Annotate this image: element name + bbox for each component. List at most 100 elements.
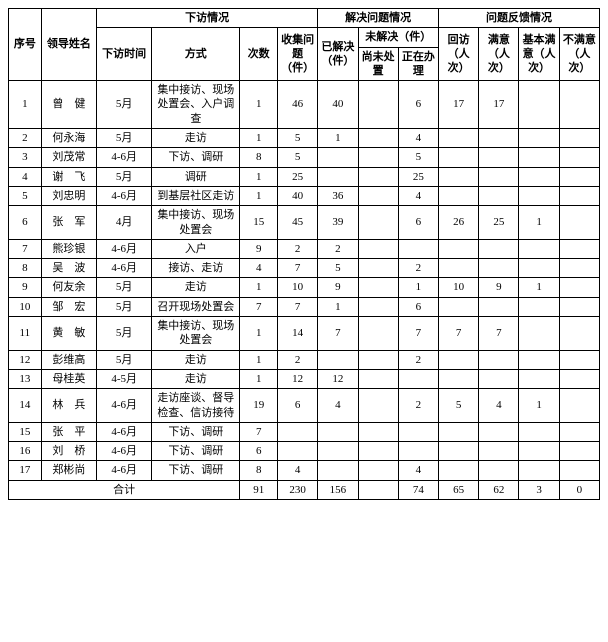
cell-idx: 12 bbox=[9, 350, 42, 369]
table-row: 17郑彬尚4-6月下访、调研844 bbox=[9, 461, 600, 480]
cell-basic bbox=[519, 239, 559, 258]
table-row: 2何永海5月走访1514 bbox=[9, 129, 600, 148]
total-pending bbox=[358, 480, 398, 499]
cell-count: 1 bbox=[240, 317, 278, 351]
cell-method: 走访座谈、督导检查、信访接待 bbox=[152, 389, 240, 423]
header-visit-method: 方式 bbox=[152, 28, 240, 81]
cell-idx: 1 bbox=[9, 81, 42, 129]
cell-count: 9 bbox=[240, 239, 278, 258]
cell-resolved: 1 bbox=[318, 297, 358, 316]
cell-ret bbox=[438, 186, 478, 205]
cell-name: 张 平 bbox=[41, 422, 96, 441]
cell-name: 刘忠明 bbox=[41, 186, 96, 205]
table-row: 5刘忠明4-6月到基层社区走访140364 bbox=[9, 186, 600, 205]
cell-collect: 46 bbox=[278, 81, 318, 129]
cell-processing: 2 bbox=[398, 259, 438, 278]
cell-basic bbox=[519, 167, 559, 186]
cell-unsat bbox=[559, 239, 599, 258]
cell-collect: 2 bbox=[278, 239, 318, 258]
cell-method: 下访、调研 bbox=[152, 422, 240, 441]
cell-sat: 4 bbox=[479, 389, 519, 423]
cell-resolved bbox=[318, 167, 358, 186]
table-row: 4谢 飞5月调研12525 bbox=[9, 167, 600, 186]
cell-time: 4-6月 bbox=[97, 148, 152, 167]
cell-method: 下访、调研 bbox=[152, 442, 240, 461]
cell-time: 5月 bbox=[97, 129, 152, 148]
table-row: 12彭维高5月走访122 bbox=[9, 350, 600, 369]
cell-idx: 10 bbox=[9, 297, 42, 316]
cell-count: 1 bbox=[240, 278, 278, 297]
cell-ret bbox=[438, 297, 478, 316]
cell-collect: 7 bbox=[278, 259, 318, 278]
cell-processing: 2 bbox=[398, 350, 438, 369]
cell-ret bbox=[438, 461, 478, 480]
cell-collect: 2 bbox=[278, 350, 318, 369]
cell-basic bbox=[519, 129, 559, 148]
cell-sat: 17 bbox=[479, 81, 519, 129]
cell-method: 走访 bbox=[152, 129, 240, 148]
cell-unsat bbox=[559, 442, 599, 461]
table-row: 8吴 波4-6月接访、走访4752 bbox=[9, 259, 600, 278]
cell-name: 何友余 bbox=[41, 278, 96, 297]
cell-pending bbox=[358, 148, 398, 167]
cell-count: 15 bbox=[240, 206, 278, 240]
cell-processing bbox=[398, 442, 438, 461]
cell-processing: 7 bbox=[398, 317, 438, 351]
cell-pending bbox=[358, 167, 398, 186]
cell-processing: 4 bbox=[398, 129, 438, 148]
cell-name: 曾 健 bbox=[41, 81, 96, 129]
cell-pending bbox=[358, 461, 398, 480]
cell-collect: 45 bbox=[278, 206, 318, 240]
cell-time: 4-6月 bbox=[97, 259, 152, 278]
header-unresolved-group: 未解决（件） bbox=[358, 28, 438, 47]
header-unresolved-processing: 正在办理 bbox=[398, 47, 438, 81]
cell-collect bbox=[278, 442, 318, 461]
cell-processing: 25 bbox=[398, 167, 438, 186]
cell-count: 1 bbox=[240, 369, 278, 388]
cell-idx: 11 bbox=[9, 317, 42, 351]
cell-name: 何永海 bbox=[41, 129, 96, 148]
visit-report-table: 序号 领导姓名 下访情况 解决问题情况 问题反馈情况 下访时间 方式 次数 收集… bbox=[8, 8, 600, 500]
table-row: 1曾 健5月集中接访、现场处置会、入户调查1464061717 bbox=[9, 81, 600, 129]
cell-idx: 14 bbox=[9, 389, 42, 423]
cell-ret bbox=[438, 422, 478, 441]
header-fb-unsatisfied: 不满意（人次） bbox=[559, 28, 599, 81]
table-row: 3刘茂常4-6月下访、调研855 bbox=[9, 148, 600, 167]
cell-collect: 12 bbox=[278, 369, 318, 388]
cell-count: 1 bbox=[240, 129, 278, 148]
cell-time: 5月 bbox=[97, 278, 152, 297]
cell-sat bbox=[479, 186, 519, 205]
cell-count: 1 bbox=[240, 81, 278, 129]
total-resolved: 156 bbox=[318, 480, 358, 499]
cell-idx: 13 bbox=[9, 369, 42, 388]
cell-ret bbox=[438, 350, 478, 369]
cell-resolved bbox=[318, 422, 358, 441]
table-row: 16刘 桥4-6月下访、调研6 bbox=[9, 442, 600, 461]
cell-name: 彭维高 bbox=[41, 350, 96, 369]
cell-count: 7 bbox=[240, 297, 278, 316]
cell-pending bbox=[358, 206, 398, 240]
header-fb-basic: 基本满意（人次） bbox=[519, 28, 559, 81]
cell-idx: 16 bbox=[9, 442, 42, 461]
cell-pending bbox=[358, 278, 398, 297]
cell-name: 刘 桥 bbox=[41, 442, 96, 461]
cell-sat bbox=[479, 148, 519, 167]
cell-pending bbox=[358, 259, 398, 278]
cell-basic bbox=[519, 369, 559, 388]
cell-resolved: 40 bbox=[318, 81, 358, 129]
cell-time: 5月 bbox=[97, 81, 152, 129]
cell-unsat bbox=[559, 259, 599, 278]
cell-time: 4-5月 bbox=[97, 369, 152, 388]
cell-count: 8 bbox=[240, 148, 278, 167]
cell-pending bbox=[358, 369, 398, 388]
cell-time: 5月 bbox=[97, 317, 152, 351]
cell-pending bbox=[358, 129, 398, 148]
cell-sat bbox=[479, 422, 519, 441]
cell-basic bbox=[519, 317, 559, 351]
cell-unsat bbox=[559, 148, 599, 167]
cell-unsat bbox=[559, 167, 599, 186]
header-feedback-group: 问题反馈情况 bbox=[438, 9, 599, 28]
cell-collect: 4 bbox=[278, 461, 318, 480]
header-resolve-group: 解决问题情况 bbox=[318, 9, 439, 28]
cell-basic bbox=[519, 422, 559, 441]
